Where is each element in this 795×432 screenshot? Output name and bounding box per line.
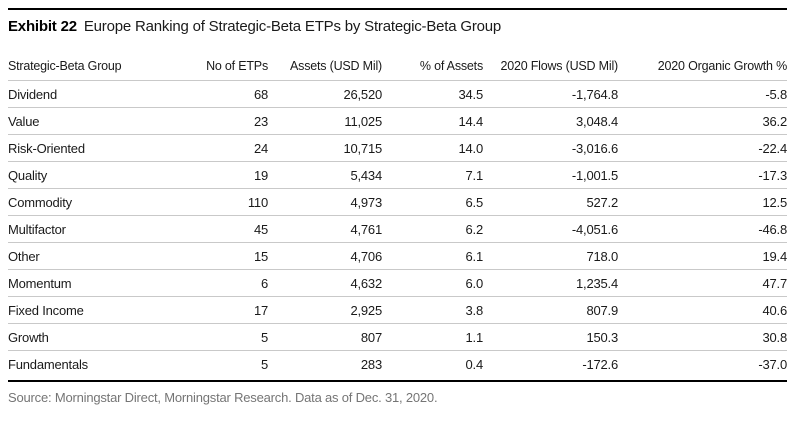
- cell-group-name: Value: [8, 107, 190, 135]
- source-note: Source: Morningstar Direct, Morningstar …: [8, 390, 438, 405]
- cell-value: 15: [190, 242, 268, 270]
- cell-value: -5.8: [618, 80, 787, 108]
- cell-value: 718.0: [483, 242, 618, 270]
- cell-value: 0.4: [465, 356, 483, 372]
- cell-value: -46.8: [618, 215, 787, 243]
- cell-value: 19: [190, 161, 268, 189]
- cell-group-name: Momentum: [8, 269, 190, 297]
- exhibit-label: Exhibit 22: [8, 18, 77, 35]
- cell-value: 68: [190, 80, 268, 108]
- table-row: Dividend 68 26,520 34.5 -1,764.8 -5.8: [8, 80, 787, 108]
- table-header-row: Strategic-Beta Group No of ETPs Assets (US…: [8, 59, 787, 81]
- cell-value: 30.8: [618, 323, 787, 351]
- cell-value: -4,051.6: [483, 215, 618, 243]
- cell-group-name: Risk-Oriented: [8, 134, 190, 162]
- cell-value: 5: [190, 323, 268, 351]
- cell-group-name: Multifactor: [8, 215, 190, 243]
- cell-value: 1,235.4: [483, 269, 618, 297]
- cell-group-name: Dividend: [8, 80, 190, 108]
- cell-value: -3,016.6: [483, 134, 618, 162]
- cell-value: 17: [190, 296, 268, 324]
- exhibit-title: Europe Ranking of Strategic-Beta ETPs by…: [83, 18, 502, 35]
- table-row: Value 23 11,025 14.4 3,048.4 36.2: [8, 107, 787, 135]
- cell-group-name: Growth: [8, 323, 190, 351]
- cell-value: 11,025: [268, 107, 382, 135]
- cell-value: 4,706: [268, 242, 382, 270]
- cell-value: 12.5: [618, 188, 787, 216]
- cell-value: 807.9: [483, 296, 618, 324]
- cell-value: 10,715: [268, 134, 382, 162]
- table-row: Fixed Income 17 2,925 3.8 807.9 40.6: [8, 296, 787, 324]
- strategic-beta-table: Strategic-Beta Group No of ETPs Assets (US…: [8, 59, 787, 377]
- cell-value: 7.1: [382, 161, 483, 189]
- table-row: Risk-Oriented 24 10,715 14.0 -3,016.6 -22.4: [8, 134, 787, 162]
- cell-value: 26,520: [268, 80, 382, 108]
- cell-value: -172.6: [582, 356, 618, 372]
- cell-value: 4,632: [268, 269, 382, 297]
- cell-value: 6.1: [382, 242, 483, 270]
- cell-group-name: Quality: [8, 161, 190, 189]
- table-row: Commodity 110 4,973 6.5 527.2 12.5: [8, 188, 787, 216]
- table-row: Quality 19 5,434 7.1 -1,001.5 -17.3: [8, 161, 787, 189]
- cell-value: 4,973: [268, 188, 382, 216]
- table-row: Fundamentals 5 283 0.4 -172.6 -37.0: [8, 351, 787, 378]
- cell-value: 6.2: [382, 215, 483, 243]
- cell-value: 23: [190, 107, 268, 135]
- cell-value: -1,764.8: [483, 80, 618, 108]
- cell-value: 6.5: [382, 188, 483, 216]
- cell-value: 47.7: [618, 269, 787, 297]
- cell-value: 14.0: [382, 134, 483, 162]
- column-header: No of ETPs: [190, 59, 268, 81]
- column-header: Assets (USD Mil): [268, 59, 382, 81]
- column-header: 2020 Organic Growth %: [618, 59, 787, 81]
- table-row: Other 15 4,706 6.1 718.0 19.4: [8, 242, 787, 270]
- cell-value: 5,434: [268, 161, 382, 189]
- top-rule: [8, 8, 787, 10]
- cell-value: 40.6: [618, 296, 787, 324]
- exhibit-title-row: Exhibit 22 Europe Ranking of Strategic-Be…: [8, 10, 787, 36]
- table-body: Dividend 68 26,520 34.5 -1,764.8 -5.8 Value 23 1…: [8, 80, 787, 378]
- cell-value: -37.0: [758, 356, 787, 372]
- cell-value: 283: [360, 356, 382, 372]
- cell-value: 6.0: [382, 269, 483, 297]
- cell-value: 24: [190, 134, 268, 162]
- bottom-rule: [8, 380, 787, 382]
- column-header: Strategic-Beta Group: [8, 59, 190, 81]
- column-header: % of Assets: [382, 59, 483, 81]
- cell-value: 110: [190, 188, 268, 216]
- cell-value: 527.2: [483, 188, 618, 216]
- cell-value: 150.3: [483, 323, 618, 351]
- cell-value: 2,925: [268, 296, 382, 324]
- table-row: Momentum 6 4,632 6.0 1,235.4 47.7: [8, 269, 787, 297]
- cell-value: 19.4: [618, 242, 787, 270]
- table-row: Multifactor 45 4,761 6.2 -4,051.6 -46.8: [8, 215, 787, 243]
- cell-group-name: Fundamentals: [8, 356, 88, 372]
- cell-value: 807: [268, 323, 382, 351]
- cell-value: 36.2: [618, 107, 787, 135]
- column-header: 2020 Flows (USD Mil): [483, 59, 618, 81]
- cell-group-name: Fixed Income: [8, 296, 190, 324]
- cell-value: 3,048.4: [483, 107, 618, 135]
- cell-value: -22.4: [618, 134, 787, 162]
- cell-group-name: Other: [8, 242, 190, 270]
- cell-group-name: Commodity: [8, 188, 190, 216]
- table-row: Growth 5 807 1.1 150.3 30.8: [8, 323, 787, 351]
- cell-value: -17.3: [618, 161, 787, 189]
- cell-value: 3.8: [382, 296, 483, 324]
- cell-value: 34.5: [382, 80, 483, 108]
- cell-value: -1,001.5: [483, 161, 618, 189]
- cell-value: 6: [190, 269, 268, 297]
- cell-value: 45: [190, 215, 268, 243]
- cell-value: 1.1: [382, 323, 483, 351]
- cell-value: 4,761: [268, 215, 382, 243]
- cell-value: 5: [260, 356, 268, 372]
- cell-value: 14.4: [382, 107, 483, 135]
